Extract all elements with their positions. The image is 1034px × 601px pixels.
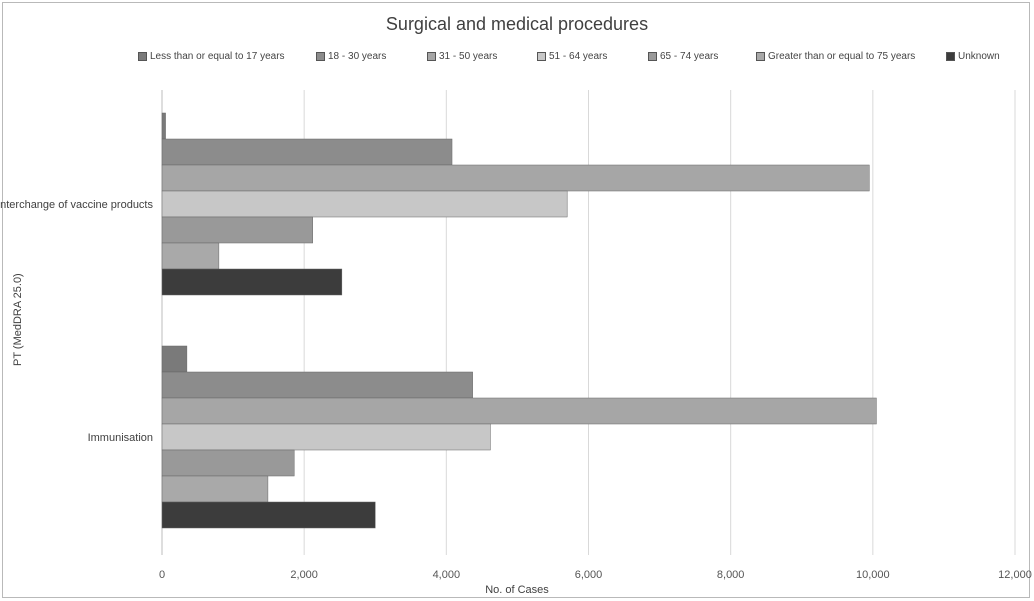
bar — [161, 216, 313, 244]
legend-item: 31 - 50 years — [427, 51, 497, 62]
legend-label: 65 - 74 years — [660, 51, 719, 62]
legend-swatch — [946, 52, 955, 61]
legend-label: Greater than or equal to 75 years — [768, 51, 916, 62]
x-tick-label: 12,000 — [998, 569, 1032, 581]
x-axis-label: No. of Cases — [485, 584, 549, 596]
y-category-label: Interchange of vaccine products — [0, 199, 153, 211]
x-tick-label: 8,000 — [717, 569, 745, 581]
x-tick-label: 2,000 — [290, 569, 318, 581]
bar — [161, 190, 568, 218]
legend-label: 31 - 50 years — [439, 51, 498, 62]
bar — [161, 242, 220, 270]
bar — [161, 423, 491, 451]
legend-label: Less than or equal to 17 years — [150, 51, 285, 62]
x-tick-label: 0 — [159, 569, 165, 581]
bar — [161, 501, 376, 529]
chart-legend: Less than or equal to 17 years 18 - 30 ye… — [0, 51, 1034, 67]
legend-swatch — [537, 52, 546, 61]
legend-item: Less than or equal to 17 years — [138, 51, 285, 62]
bar — [161, 345, 188, 373]
legend-item: Unknown — [946, 51, 1000, 62]
bar — [161, 371, 473, 399]
bar — [161, 138, 453, 166]
x-tick-label: 10,000 — [856, 569, 890, 581]
chart-title: Surgical and medical procedures — [385, 14, 649, 34]
legend-swatch — [756, 52, 765, 61]
y-category-label: Immunisation — [88, 432, 153, 444]
y-axis-label: PT (MedDRA 25.0) — [12, 273, 24, 366]
bar — [161, 268, 343, 296]
legend-item: 18 - 30 years — [316, 51, 386, 62]
legend-label: 18 - 30 years — [328, 51, 387, 62]
legend-swatch — [648, 52, 657, 61]
legend-item: 51 - 64 years — [537, 51, 607, 62]
x-tick-label: 4,000 — [433, 569, 461, 581]
x-tick-label: 6,000 — [575, 569, 603, 581]
legend-item: Greater than or equal to 75 years — [756, 51, 915, 62]
bar — [161, 449, 295, 477]
bar — [161, 164, 870, 192]
bar — [161, 475, 269, 503]
legend-swatch — [138, 52, 147, 61]
bar — [161, 397, 877, 425]
legend-label: 51 - 64 years — [549, 51, 608, 62]
bar — [161, 112, 166, 140]
legend-swatch — [316, 52, 325, 61]
legend-label: Unknown — [958, 51, 1000, 62]
legend-item: 65 - 74 years — [648, 51, 718, 62]
legend-swatch — [427, 52, 436, 61]
